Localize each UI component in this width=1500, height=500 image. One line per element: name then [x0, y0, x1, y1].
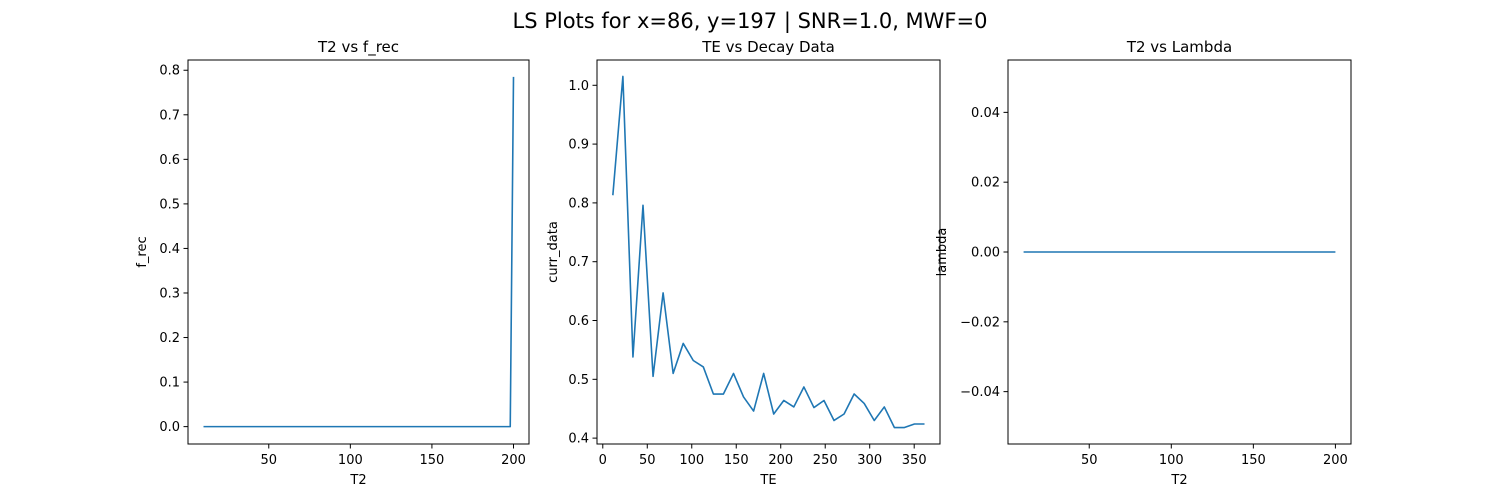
- x-axis-label: T2: [1170, 473, 1187, 488]
- x-tick-label: 150: [724, 453, 749, 468]
- y-tick-label: 0.5: [568, 373, 589, 388]
- x-tick-label: 300: [857, 453, 882, 468]
- axes-2: 0 50 100 150 200 250 300 350 0.4 0.5 0.6 0.7 0.8 0.9 1…: [546, 38, 941, 488]
- y-tick-label: 0.02: [971, 176, 1000, 191]
- y-tick-label: 0.7: [568, 255, 589, 270]
- y-axis-label: f_rec: [135, 236, 150, 267]
- y-tick-label: 0.4: [568, 432, 589, 447]
- axes-frame: [187, 59, 530, 445]
- x-tick-label: 250: [813, 453, 838, 468]
- y-tick-label: −0.04: [960, 385, 1000, 400]
- series-line: [203, 76, 515, 428]
- y-tick-label: 0.8: [568, 196, 589, 211]
- y-axis-label: lambda: [935, 228, 950, 277]
- axes-frame: [596, 59, 941, 445]
- y-tick-label: 0.04: [971, 106, 1000, 121]
- y-tick-label: 0.5: [159, 197, 180, 212]
- y-axis-label: curr_data: [546, 221, 561, 283]
- x-tick-label: 50: [1081, 453, 1098, 468]
- y-tick-label: 0.6: [568, 314, 589, 329]
- x-tick-label: 50: [639, 453, 656, 468]
- x-axis-label: T2: [349, 473, 366, 488]
- figure-suptitle: LS Plots for x=86, y=197 | SNR=1.0, MWF=…: [513, 9, 988, 34]
- y-tick-label: 0.6: [159, 153, 180, 168]
- y-tick-label: 0.0: [159, 420, 180, 435]
- x-tick-label: 0: [599, 453, 607, 468]
- series-line: [612, 75, 925, 429]
- axes-1: 50 100 150 200 0.0 0.1 0.2 0.3 0.4 0.5 0.6 0.7 0.8 T2…: [135, 38, 530, 488]
- x-tick-label: 150: [420, 453, 445, 468]
- y-tick-label: 0.7: [159, 108, 180, 123]
- y-tick-label: 0.3: [159, 286, 180, 301]
- x-tick-label: 100: [1159, 453, 1184, 468]
- x-tick-label: 100: [679, 453, 704, 468]
- axes-3: 50 100 150 200 −0.04 −0.02 0.00 0.02 0.04 T2 vs L…: [935, 38, 1352, 488]
- x-tick-label: 200: [768, 453, 793, 468]
- y-tick-label: 0.9: [568, 138, 589, 153]
- axes-title: T2 vs f_rec: [317, 38, 399, 57]
- axes-layer: 50 100 150 200 0.0 0.1 0.2 0.3 0.4 0.5 0.6 0.7 0.8 T2…: [135, 38, 1352, 488]
- x-axis-label: TE: [759, 473, 776, 488]
- y-tick-label: 0.00: [971, 246, 1000, 261]
- x-tick-label: 200: [1323, 453, 1348, 468]
- y-tick-label: 0.8: [159, 64, 180, 79]
- x-tick-label: 100: [338, 453, 363, 468]
- x-tick-label: 200: [501, 453, 526, 468]
- axes-title: T2 vs Lambda: [1126, 38, 1232, 56]
- y-tick-label: 0.2: [159, 331, 180, 346]
- y-tick-label: −0.02: [960, 315, 1000, 330]
- y-tick-label: 0.1: [159, 376, 180, 391]
- y-tick-label: 1.0: [568, 79, 589, 94]
- y-tick-label: 0.4: [159, 242, 180, 257]
- x-tick-label: 350: [902, 453, 927, 468]
- x-tick-label: 150: [1241, 453, 1266, 468]
- x-tick-label: 50: [260, 453, 277, 468]
- axes-title: TE vs Decay Data: [701, 38, 835, 56]
